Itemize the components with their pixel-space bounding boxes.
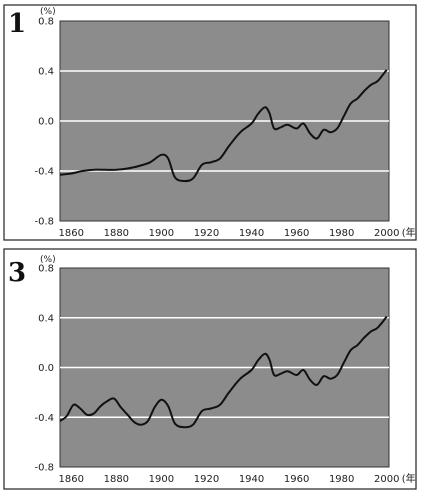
y-axis-unit: (%)	[40, 7, 56, 17]
y-tick-label: -0.8	[34, 463, 54, 474]
x-tick-label: 2000	[374, 228, 399, 239]
x-tick-label: 1980	[329, 474, 354, 485]
x-tick-label: 1900	[149, 474, 174, 485]
x-tick-label: 1880	[104, 228, 129, 239]
x-axis-unit: (年	[402, 472, 416, 485]
series-line	[59, 69, 388, 183]
x-tick-label: 1960	[284, 474, 309, 485]
x-tick-label: 1980	[329, 228, 354, 239]
x-tick-label: 1900	[149, 228, 174, 239]
x-tick-label: 1860	[59, 474, 84, 485]
y-tick-label: -0.4	[34, 167, 54, 178]
panel-number: 1	[8, 9, 26, 39]
chart-panel-3: 3 (%)0.8 0.4 0.0 -0.4 -0.8 1860 1880 1900 1920 194…	[3, 248, 417, 490]
x-tick-label: 1940	[239, 474, 264, 485]
y-tick-label: 0.4	[38, 313, 54, 324]
x-tick-label: 1920	[194, 474, 219, 485]
x-axis-unit: (年	[402, 226, 416, 239]
y-tick-label: 0.8	[38, 264, 54, 275]
y-tick-label: -0.4	[34, 413, 54, 424]
x-tick-label: 1960	[284, 228, 309, 239]
x-tick-label: 2000	[374, 474, 399, 485]
y-tick-label: -0.8	[34, 217, 54, 228]
x-tick-label: 1940	[239, 228, 264, 239]
x-tick-label: 1880	[104, 474, 129, 485]
panel-number: 3	[8, 258, 26, 288]
x-tick-label: 1860	[59, 228, 84, 239]
y-tick-label: 0.8	[38, 17, 54, 28]
y-tick-label: 0.0	[38, 363, 54, 374]
y-tick-label: 0.4	[38, 67, 54, 78]
series-line	[59, 315, 388, 429]
chart-panel-1: 1 (%)0.8 0.4 0.0 -0.4 -0.8 1860 1880 1900 1920 194…	[3, 4, 417, 241]
x-tick-label: 1920	[194, 228, 219, 239]
y-axis-unit: (%)	[40, 255, 56, 265]
y-tick-label: 0.0	[38, 117, 54, 128]
